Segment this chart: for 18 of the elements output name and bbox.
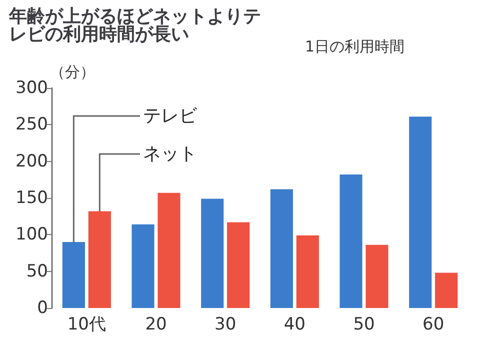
- y-tick-label: 0: [37, 298, 48, 318]
- y-tick-label: 100: [16, 224, 48, 245]
- text: テレビ: [143, 106, 198, 126]
- y-tick-label: 300: [16, 78, 48, 98]
- y-axis-title: （分）: [50, 63, 95, 82]
- chart-subtitle: 1日の利用時間: [305, 38, 405, 56]
- x-tick-label: 50: [353, 314, 375, 334]
- x-tick-label: 40: [284, 314, 306, 334]
- y-tick-label: 200: [16, 151, 48, 172]
- series-label: ネット: [143, 144, 197, 164]
- x-tick-label: 60: [422, 314, 444, 334]
- y-tick-label: 50: [26, 261, 48, 282]
- x-tick-label: 30: [214, 314, 236, 334]
- x-tick-label: 20: [145, 314, 167, 334]
- y-tick-label: 150: [16, 188, 48, 208]
- x-tick-label: 10代: [67, 314, 106, 334]
- chart-title: 年齢が上がるほどネットよりテレビの利用時間が長い: [8, 6, 261, 44]
- y-tick-label: 250: [16, 114, 48, 135]
